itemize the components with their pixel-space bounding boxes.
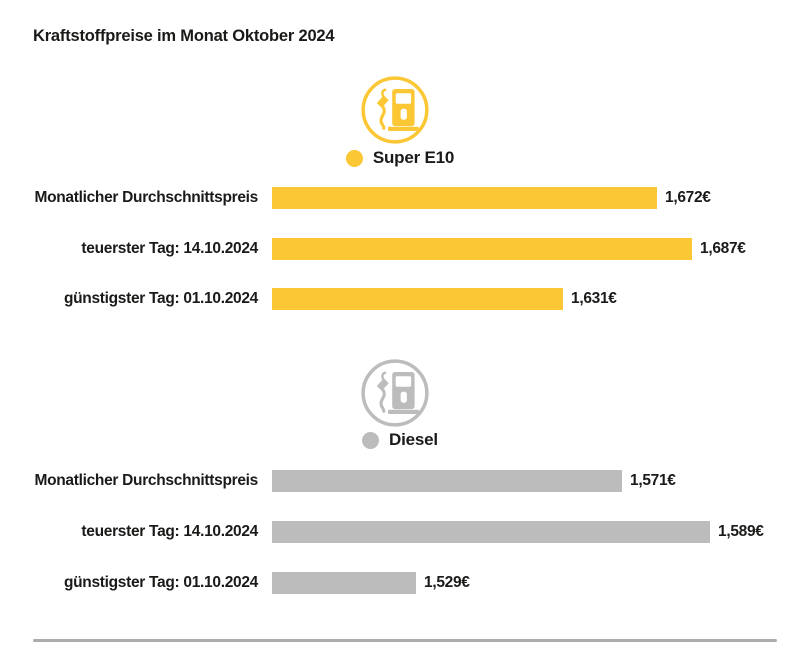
- bar: [272, 187, 657, 209]
- bar: [272, 288, 563, 310]
- bottom-divider: [33, 639, 777, 642]
- bar: [272, 521, 710, 543]
- value-label: 1,529€: [424, 574, 470, 591]
- value-label: 1,672€: [665, 189, 711, 206]
- legend-0: Super E10: [270, 148, 530, 168]
- chart-title: Kraftstoffpreise im Monat Oktober 2024: [33, 27, 335, 45]
- category-label: teuerster Tag: 14.10.2024: [81, 240, 258, 257]
- legend-1: Diesel: [270, 430, 530, 450]
- bar-row: Monatlicher Durchschnittspreis 1,571€: [0, 470, 810, 492]
- bar: [272, 572, 416, 594]
- bar-row: teuerster Tag: 14.10.2024 1,687€: [0, 238, 810, 260]
- bar: [272, 238, 692, 260]
- bar-row: teuerster Tag: 14.10.2024 1,589€: [0, 521, 810, 543]
- bar-row: günstigster Tag: 01.10.2024 1,529€: [0, 572, 810, 594]
- fuel-pump-icon: [360, 75, 430, 145]
- value-label: 1,687€: [700, 240, 746, 257]
- category-label: günstigster Tag: 01.10.2024: [63, 290, 258, 307]
- legend-dot-icon: [345, 149, 363, 167]
- value-label: 1,589€: [718, 523, 764, 540]
- series-label: Diesel: [389, 430, 438, 449]
- value-label: 1,631€: [571, 290, 617, 307]
- legend-dot-icon: [362, 431, 380, 449]
- category-label: günstigster Tag: 01.10.2024: [63, 574, 258, 591]
- category-label: Monatlicher Durchschnittspreis: [34, 472, 258, 489]
- bar-row: günstigster Tag: 01.10.2024 1,631€: [0, 288, 810, 310]
- bar: [272, 470, 622, 492]
- value-label: 1,571€: [630, 472, 676, 489]
- fuel-pump-icon: [360, 358, 430, 428]
- category-label: Monatlicher Durchschnittspreis: [34, 189, 258, 206]
- category-label: teuerster Tag: 14.10.2024: [81, 523, 258, 540]
- series-label: Super E10: [372, 148, 455, 167]
- bar-row: Monatlicher Durchschnittspreis 1,672€: [0, 187, 810, 209]
